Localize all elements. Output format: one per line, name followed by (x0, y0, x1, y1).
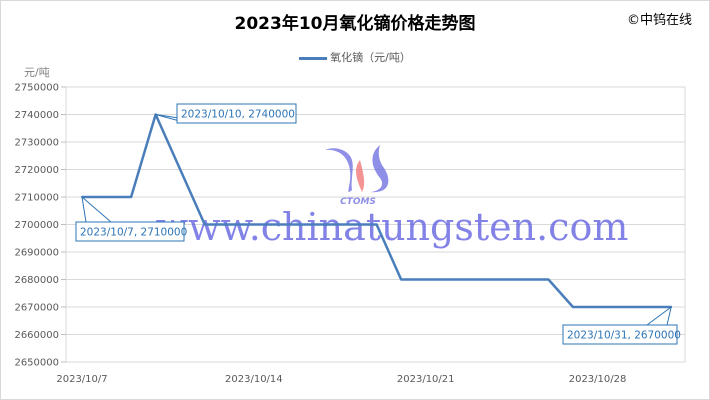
y-tick-label: 2650000 (14, 358, 59, 369)
x-tick-label: 2023/10/7 (56, 374, 107, 385)
data-point (645, 306, 648, 308)
y-tick-label: 2750000 (14, 83, 59, 94)
data-point (326, 223, 329, 226)
callout-box (176, 103, 297, 124)
watermark-logo-text: CTOMS (340, 197, 376, 207)
data-label: 2023/10/7, 2710000 (80, 227, 187, 239)
watermark-url: www.chinatungsten.com (156, 205, 629, 249)
watermark-logo-center (356, 160, 365, 192)
data-point (547, 278, 550, 281)
watermark-logo-left (325, 148, 353, 192)
y-tick-label: 2680000 (14, 275, 59, 286)
chart-title: 2023年10月氧化镝价格走势图 (234, 14, 476, 34)
legend-swatch (299, 56, 328, 60)
data-point (105, 196, 108, 198)
x-tick-label: 2023/10/21 (397, 374, 455, 385)
data-point (621, 306, 624, 308)
data-point (449, 278, 452, 281)
data-point (351, 223, 354, 226)
data-point (522, 278, 525, 281)
y-tick-label: 2700000 (14, 220, 59, 231)
data-point (179, 168, 182, 171)
data-point (424, 278, 427, 281)
callout-box (562, 324, 678, 345)
data-point (252, 223, 255, 226)
data-point (572, 306, 574, 308)
legend-label: 氧化镝（元/吨） (330, 51, 411, 64)
data-point (301, 223, 304, 226)
y-tick-label: 2720000 (14, 165, 59, 176)
x-tick-label: 2023/10/14 (225, 374, 283, 385)
watermark-logo-right (370, 145, 389, 193)
x-tick-label: 2023/10/28 (569, 374, 627, 385)
callout-pointer (645, 305, 672, 326)
y-tick-label: 2660000 (14, 330, 59, 341)
y-tick-label: 2730000 (14, 138, 59, 149)
y-tick-label: 2670000 (14, 303, 59, 314)
data-point (400, 278, 403, 281)
data-point (228, 223, 231, 226)
legend: 氧化镝（元/吨） (0, 49, 710, 65)
data-point (498, 278, 501, 281)
data-point (277, 223, 280, 226)
data-label: 2023/10/31, 2670000 (567, 330, 681, 342)
data-point (130, 196, 133, 198)
data-point (375, 223, 378, 226)
data-point (203, 223, 206, 226)
y-tick-label: 2740000 (14, 110, 59, 121)
data-point (473, 278, 476, 281)
y-tick-label: 2710000 (14, 193, 59, 204)
y-axis-label: 元/吨 (24, 66, 50, 79)
y-tick-label: 2690000 (14, 248, 59, 259)
callout-pointer (81, 195, 113, 223)
callout-box (75, 221, 185, 242)
copyright-text: ©中钨在线 (626, 13, 692, 28)
data-label: 2023/10/10, 2740000 (181, 109, 295, 121)
data-point (596, 306, 599, 308)
